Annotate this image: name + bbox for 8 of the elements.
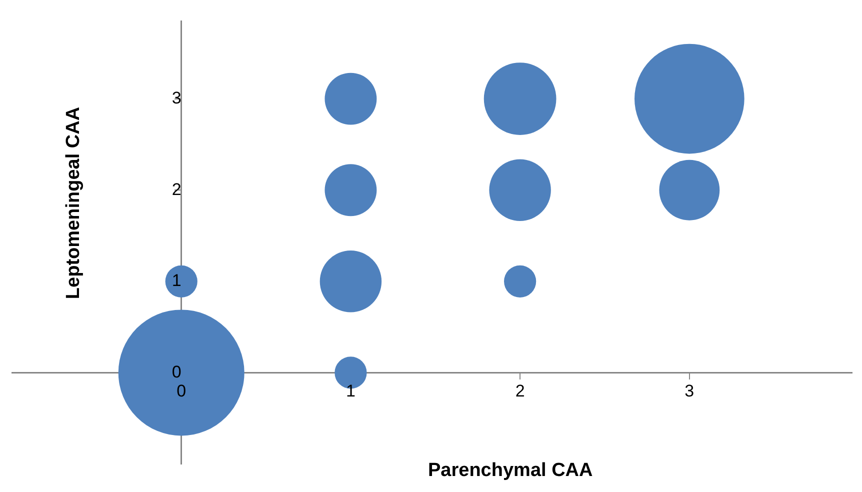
x-tick-label: 3 — [684, 382, 694, 401]
x-axis-title: Parenchymal CAA — [428, 460, 593, 482]
y-tick-label: 2 — [172, 180, 182, 199]
y-axis-title: Leptomeningeal CAA — [63, 106, 85, 300]
y-tick-label: 0 — [172, 362, 182, 382]
y-tick-label: 3 — [172, 88, 182, 108]
y-tick-label: 1 — [172, 271, 182, 290]
x-tick-label: 2 — [515, 382, 525, 401]
